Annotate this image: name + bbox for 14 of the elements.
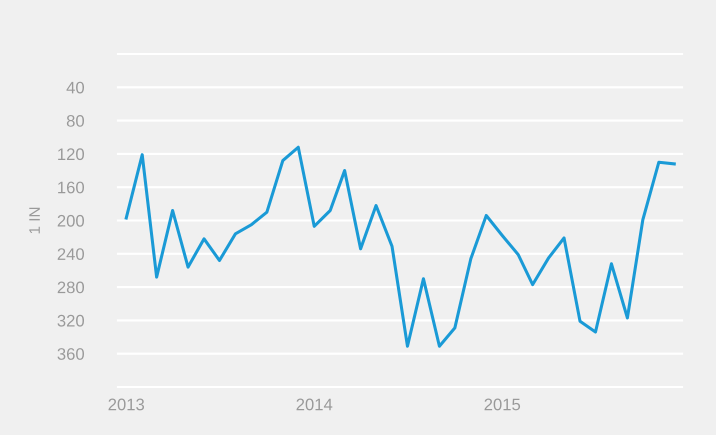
y-axis-title: 1 IN (29, 208, 40, 234)
x-tick-label: 2013 (108, 398, 144, 410)
y-tick-label: 240 (58, 248, 84, 260)
y-tick-label: 320 (57, 314, 84, 327)
line-series (124, 146, 676, 348)
y-tick-label: 360 (57, 348, 84, 360)
y-tick-label: 40 (66, 82, 84, 94)
y-tick-label: 280 (58, 282, 84, 294)
x-tick-label: 2014 (296, 398, 332, 410)
y-tick-label: 160 (58, 182, 84, 194)
x-tick-label: 2015 (484, 398, 520, 410)
y-tick-label: 200 (58, 214, 84, 227)
y-tick-label: 120 (58, 148, 84, 160)
y-tick-label: 80 (66, 115, 84, 127)
